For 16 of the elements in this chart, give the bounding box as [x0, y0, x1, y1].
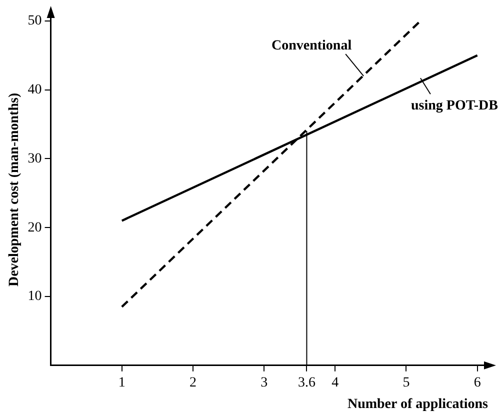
y-tick-label: 30	[28, 151, 42, 166]
y-axis-title: Development cost (man-months)	[7, 92, 22, 287]
x-tick-label: 6	[474, 375, 481, 390]
annotation: using POT-DB	[410, 98, 498, 114]
y-tick-label: 50	[28, 14, 42, 29]
x-tick-label: 5	[402, 375, 410, 390]
y-tick-label: 20	[28, 220, 42, 236]
x-tick-label: 4	[332, 375, 339, 390]
x-tick-label: 1	[118, 375, 126, 390]
annotation: Conventional	[271, 38, 352, 54]
y-tick-label: 10	[28, 289, 42, 304]
x-axis-title: Number of applications	[347, 397, 489, 412]
y-tick-label: 40	[28, 82, 42, 98]
x-tick-label: 2	[189, 375, 196, 390]
x-tick-label: 3.6	[298, 375, 316, 390]
x-tick-label: 3	[260, 375, 268, 390]
